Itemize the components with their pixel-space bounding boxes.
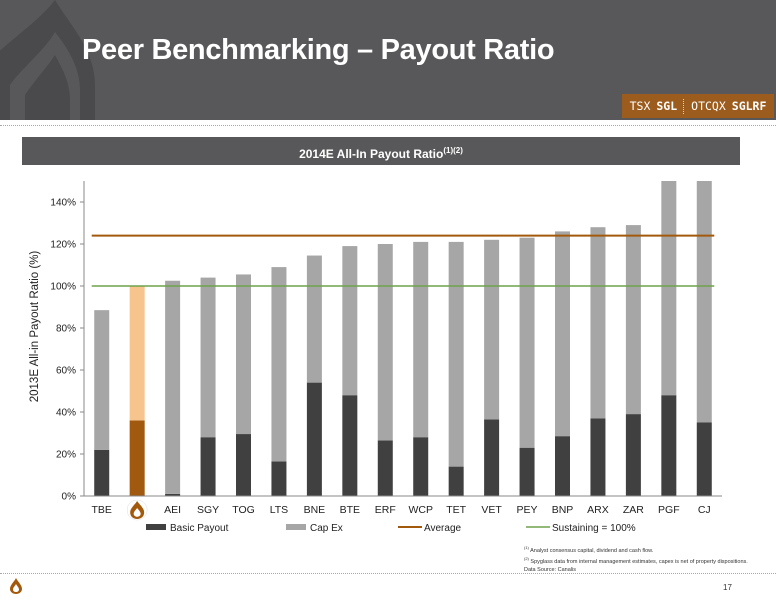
footer-divider bbox=[0, 573, 776, 574]
bar-cap-ex bbox=[484, 239, 500, 420]
bar-basic-payout bbox=[555, 436, 570, 496]
bar-basic-payout bbox=[236, 434, 251, 496]
legend-cap-ex-label: Cap Ex bbox=[310, 523, 343, 534]
x-tick-label: CJ bbox=[698, 504, 711, 516]
company-logo-icon bbox=[126, 499, 148, 521]
bar-basic-payout bbox=[519, 447, 535, 496]
x-tick-label: LTS bbox=[270, 504, 288, 516]
ticker-exchange-tsx: TSX bbox=[629, 99, 651, 113]
ticker-symbol-tsx: SGL bbox=[656, 99, 678, 113]
chart-title-bar: 2014E All-In Payout Ratio(1)(2) bbox=[22, 137, 740, 165]
bar-basic-payout bbox=[448, 466, 464, 496]
x-tick-label: VET bbox=[481, 504, 502, 516]
x-tick-label: TET bbox=[446, 504, 466, 516]
header-bar: Peer Benchmarking – Payout Ratio TSX SGL… bbox=[0, 0, 776, 120]
bar-cap-ex bbox=[342, 246, 358, 396]
bar-cap-ex bbox=[590, 227, 606, 419]
bar-cap-ex bbox=[271, 267, 287, 462]
ticker-exchange-otcqx: OTCQX bbox=[691, 99, 726, 113]
legend-sustaining-label: Sustaining = 100% bbox=[552, 523, 636, 534]
payout-ratio-chart: 0% 20% 40% 60% 80% 100% 120% 140% 2013E All-in P… bbox=[29, 181, 722, 534]
bar-basic-payout bbox=[661, 395, 677, 496]
x-tick-label: BTE bbox=[340, 504, 360, 516]
y-axis-label: 2013E All-in Payout Ratio (%) bbox=[29, 251, 41, 403]
y-tick-label: 0% bbox=[62, 492, 77, 503]
bar-basic-payout bbox=[271, 461, 287, 496]
bar-cap-ex bbox=[129, 286, 145, 421]
bar-basic-payout bbox=[484, 419, 500, 496]
bar-cap-ex bbox=[94, 310, 110, 450]
x-tick-label: ZAR bbox=[623, 504, 644, 516]
y-tick-label: 20% bbox=[56, 450, 76, 461]
bar-cap-ex bbox=[377, 244, 393, 441]
chart-title: 2014E All-In Payout Ratio bbox=[299, 147, 444, 161]
bar-basic-payout bbox=[590, 418, 606, 496]
bar-cap-ex bbox=[555, 231, 570, 437]
bar-cap-ex bbox=[661, 181, 677, 396]
x-tick-label: ERF bbox=[375, 504, 396, 516]
bar-basic-payout bbox=[696, 422, 712, 496]
company-logo-icon bbox=[10, 578, 22, 594]
x-tick-label: BNP bbox=[552, 504, 574, 516]
bar-cap-ex bbox=[519, 237, 535, 448]
legend-basic-payout-swatch bbox=[146, 524, 166, 530]
ticker-symbol-otcqx: SGLRF bbox=[731, 99, 767, 113]
bar-cap-ex bbox=[165, 280, 181, 494]
x-tick-label: SGY bbox=[197, 504, 219, 516]
bar-cap-ex bbox=[306, 255, 322, 383]
ticker-badge: TSX SGL OTCQX SGLRF bbox=[622, 94, 774, 118]
footnotes: (1) Analyst consensus capital, dividend … bbox=[524, 544, 748, 574]
x-tick-label: TBE bbox=[92, 504, 112, 516]
page-title: Peer Benchmarking – Payout Ratio bbox=[82, 34, 555, 66]
header-divider bbox=[0, 125, 776, 126]
x-tick-label: ARX bbox=[587, 504, 609, 516]
ticker-separator bbox=[683, 98, 685, 114]
company-logo-watermark bbox=[0, 0, 95, 120]
data-source: Data Source: Canalis bbox=[524, 566, 576, 573]
footnote-1: (1) Analyst consensus capital, dividend … bbox=[524, 545, 654, 554]
bar-cap-ex bbox=[413, 241, 429, 438]
bar-cap-ex bbox=[696, 181, 712, 423]
y-tick-label: 100% bbox=[50, 282, 76, 293]
bar-basic-payout bbox=[165, 493, 181, 496]
y-tick-label: 40% bbox=[56, 408, 76, 419]
bar-basic-payout bbox=[342, 395, 358, 496]
bar-cap-ex bbox=[625, 225, 641, 415]
y-tick-label: 80% bbox=[56, 324, 76, 335]
bar-basic-payout bbox=[200, 437, 216, 496]
x-tick-label: TOG bbox=[232, 504, 255, 516]
legend-average-label: Average bbox=[424, 523, 462, 534]
footnote-2: (2) Spyglass data from internal manageme… bbox=[524, 556, 748, 566]
bar-cap-ex bbox=[236, 274, 251, 435]
legend-basic-payout-label: Basic Payout bbox=[170, 523, 229, 534]
bar-basic-payout bbox=[94, 449, 110, 496]
y-tick-label: 60% bbox=[56, 366, 76, 377]
bar-basic-payout bbox=[625, 414, 641, 496]
x-tick-label: BNE bbox=[304, 504, 326, 516]
chart-title-footnote-ref: (1)(2) bbox=[443, 146, 463, 155]
bar-cap-ex bbox=[448, 241, 464, 467]
bar-basic-payout bbox=[306, 382, 322, 496]
legend-cap-ex-swatch bbox=[286, 524, 306, 530]
bar-basic-payout bbox=[377, 440, 393, 496]
x-tick-label: AEI bbox=[164, 504, 181, 516]
page-number: 17 bbox=[723, 583, 732, 592]
x-tick-label: PEY bbox=[517, 504, 538, 516]
bar-cap-ex bbox=[200, 277, 216, 438]
y-tick-label: 120% bbox=[50, 240, 76, 251]
x-tick-label: WCP bbox=[408, 504, 433, 516]
x-tick-label: PGF bbox=[658, 504, 680, 516]
y-tick-label: 140% bbox=[50, 198, 76, 209]
bar-basic-payout bbox=[129, 420, 145, 496]
bar-basic-payout bbox=[413, 437, 429, 496]
